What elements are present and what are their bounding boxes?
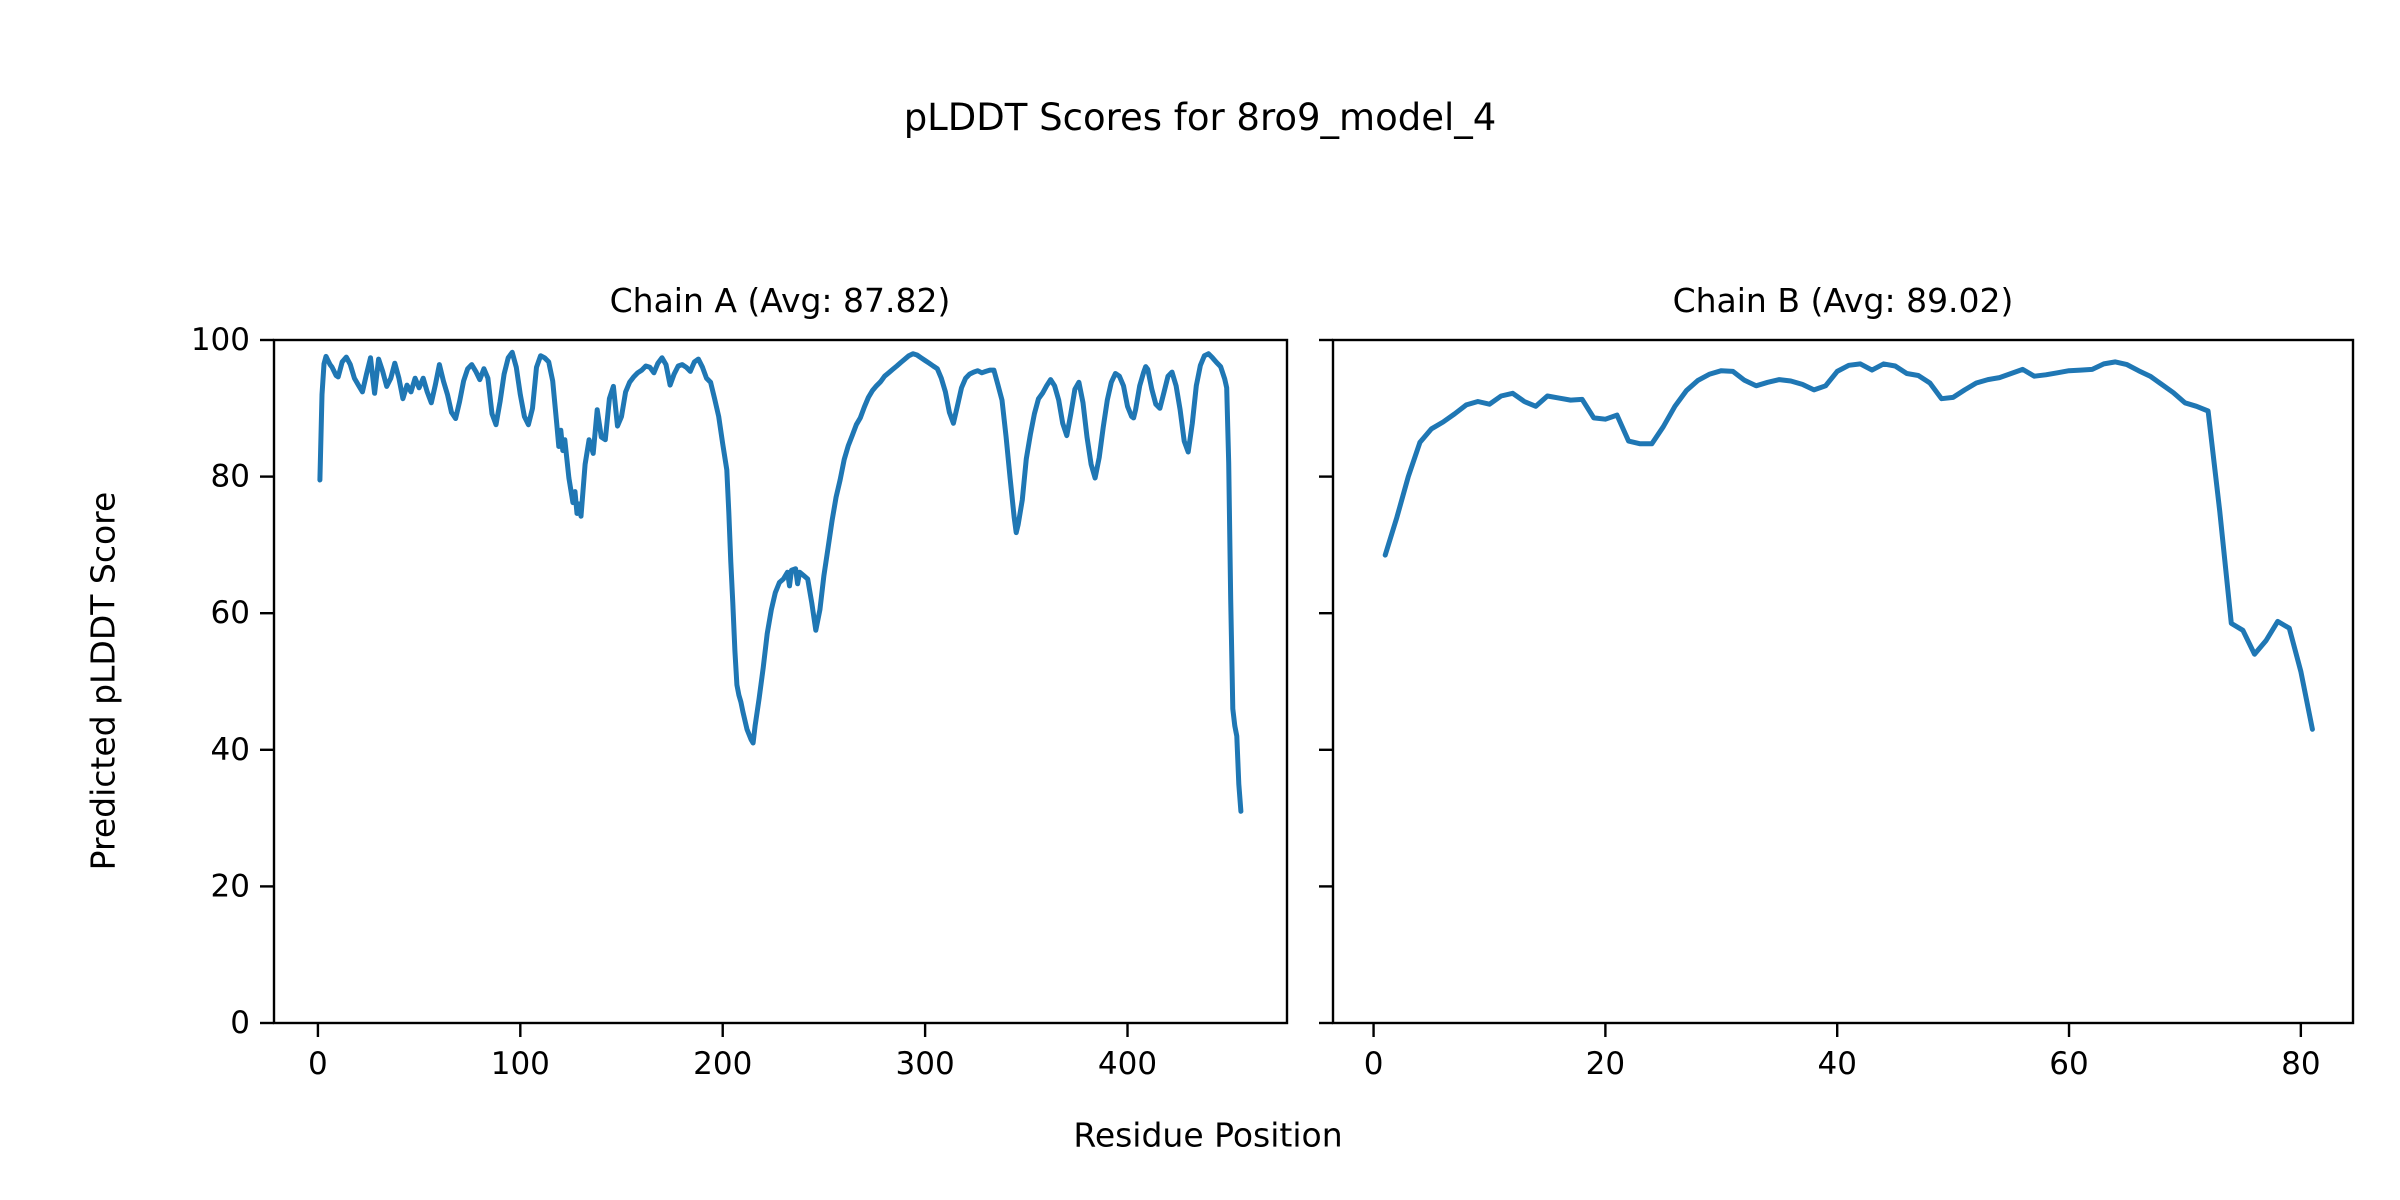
x-tick-label: 200	[693, 1046, 752, 1082]
x-tick-label: 400	[1098, 1046, 1157, 1082]
plddt-line-chain-b	[1382, 359, 2315, 732]
y-tick-label: 40	[211, 732, 250, 768]
y-tick-label: 0	[230, 1005, 250, 1041]
y-tick-label: 60	[211, 595, 250, 631]
figure-title: pLDDT Scores for 8ro9_model_4	[903, 96, 1497, 139]
subplot-title-chain-b: Chain B (Avg: 89.02)	[1672, 281, 2014, 320]
x-tick-label: 40	[1817, 1046, 1856, 1082]
y-tick-label: 20	[211, 868, 250, 904]
subplot-title-chain-a: Chain A (Avg: 87.82)	[609, 281, 951, 320]
x-tick-label: 60	[2049, 1046, 2088, 1082]
plddt-line-chain-a	[317, 349, 1244, 814]
y-tick-label: 100	[191, 322, 250, 358]
axes-frame	[272, 338, 1289, 1025]
subplot-chain-b: 0 20 40 60 80	[1319, 338, 2355, 1082]
x-tick-label: 20	[1586, 1046, 1625, 1082]
y-tick-label: 80	[211, 459, 250, 495]
x-tick-label: 0	[308, 1046, 328, 1082]
x-tick-label: 0	[1364, 1046, 1384, 1082]
subplot-chain-a: 0 100 200 300 400 0 20 40 60 80 100	[191, 322, 1289, 1082]
x-tick-label: 80	[2281, 1046, 2320, 1082]
x-axis-label: Residue Position	[1073, 1115, 1343, 1155]
x-tick-label: 300	[896, 1046, 955, 1082]
x-tick-label: 100	[491, 1046, 550, 1082]
axes-frame	[1331, 338, 2355, 1025]
